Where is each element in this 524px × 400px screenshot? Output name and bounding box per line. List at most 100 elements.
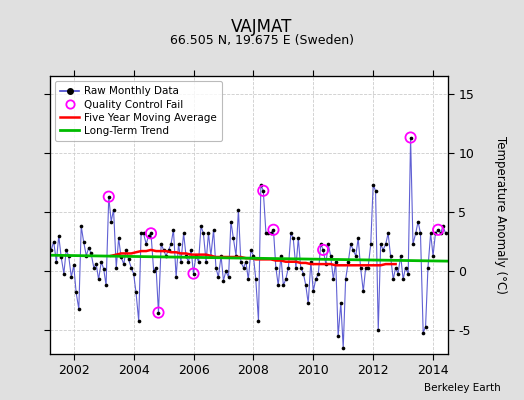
Point	[294, 235, 302, 241]
Point	[336, 300, 345, 306]
Point	[289, 235, 298, 241]
Point	[219, 278, 227, 284]
Point	[147, 230, 155, 236]
Point	[49, 238, 58, 245]
Point	[74, 306, 83, 312]
Point	[319, 247, 328, 253]
Point	[187, 247, 195, 253]
Point	[344, 258, 353, 265]
Point	[210, 226, 218, 233]
Point	[247, 247, 255, 253]
Point	[139, 230, 148, 236]
Point	[82, 253, 91, 259]
Point	[332, 258, 340, 265]
Point	[100, 266, 108, 272]
Point	[379, 247, 387, 253]
Point	[427, 230, 435, 236]
Point	[64, 253, 73, 259]
Point	[287, 230, 295, 236]
Point	[269, 226, 278, 233]
Point	[364, 264, 372, 271]
Point	[239, 264, 248, 271]
Point	[192, 253, 200, 259]
Point	[314, 270, 323, 277]
Point	[182, 253, 190, 259]
Point	[374, 327, 383, 334]
Point	[372, 188, 380, 194]
Point	[326, 253, 335, 259]
Point	[407, 134, 415, 141]
Point	[154, 309, 162, 316]
Point	[401, 264, 410, 271]
Point	[254, 318, 263, 324]
Point	[149, 268, 158, 274]
Point	[107, 218, 115, 225]
Y-axis label: Temperature Anomaly (°C): Temperature Anomaly (°C)	[494, 136, 507, 294]
Point	[157, 241, 166, 247]
Point	[431, 230, 440, 236]
Point	[244, 276, 253, 283]
Point	[381, 241, 390, 247]
Point	[97, 258, 105, 265]
Point	[167, 241, 175, 247]
Point	[367, 241, 375, 247]
Point	[60, 270, 68, 277]
Point	[199, 230, 208, 236]
Point	[70, 262, 78, 268]
Point	[132, 289, 140, 296]
Point	[439, 223, 447, 230]
Point	[212, 264, 220, 271]
Point	[346, 241, 355, 247]
Point	[257, 182, 265, 188]
Point	[232, 253, 240, 259]
Point	[87, 250, 95, 257]
Point	[202, 258, 210, 265]
Point	[436, 230, 445, 236]
Point	[105, 194, 113, 200]
Point	[271, 264, 280, 271]
Point	[292, 264, 300, 271]
Legend: Raw Monthly Data, Quality Control Fail, Five Year Moving Average, Long-Term Tren: Raw Monthly Data, Quality Control Fail, …	[55, 81, 222, 141]
Point	[114, 235, 123, 241]
Text: VAJMAT: VAJMAT	[231, 18, 293, 36]
Point	[279, 282, 288, 288]
Point	[386, 253, 395, 259]
Point	[307, 258, 315, 265]
Point	[222, 268, 230, 274]
Point	[165, 247, 173, 253]
Point	[299, 270, 308, 277]
Point	[112, 264, 121, 271]
Point	[424, 264, 432, 271]
Point	[414, 218, 422, 225]
Point	[259, 188, 267, 194]
Point	[159, 247, 168, 253]
Point	[122, 247, 130, 253]
Point	[264, 230, 272, 236]
Point	[252, 276, 260, 283]
Point	[92, 261, 101, 267]
Point	[119, 261, 128, 267]
Point	[354, 235, 363, 241]
Point	[214, 274, 223, 280]
Point	[262, 230, 270, 236]
Point	[404, 270, 412, 277]
Point	[129, 270, 138, 277]
Point	[394, 270, 402, 277]
Point	[311, 276, 320, 283]
Point	[322, 261, 330, 267]
Point	[189, 270, 198, 277]
Point	[249, 253, 258, 259]
Point	[421, 324, 430, 330]
Point	[334, 333, 342, 340]
Point	[62, 247, 70, 253]
Point	[154, 309, 162, 316]
Point	[189, 270, 198, 277]
Point	[359, 288, 367, 294]
Point	[217, 253, 225, 259]
Point	[237, 258, 245, 265]
Point	[362, 264, 370, 271]
Point	[349, 247, 357, 253]
Point	[84, 244, 93, 251]
Point	[124, 256, 133, 262]
Point	[229, 235, 237, 241]
